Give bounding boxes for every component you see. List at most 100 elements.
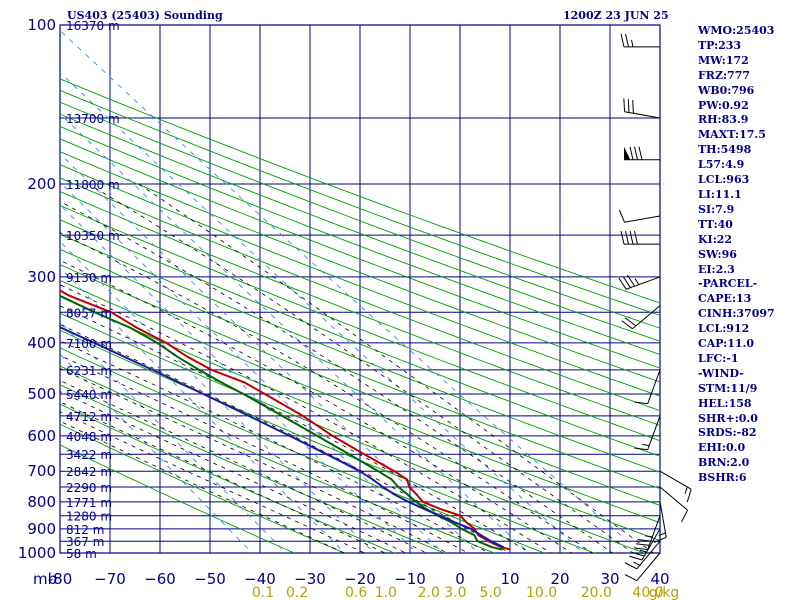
- sounding-time: 1200Z 23 JUN 25: [563, 9, 669, 22]
- sounding-index-item: CINH:37097: [698, 307, 775, 321]
- sounding-index-item: BSHR:6: [698, 471, 747, 485]
- temperature-tick-label: −50: [194, 570, 226, 588]
- pressure-tick-label: 1000: [18, 544, 56, 562]
- wind-barb: [659, 470, 692, 503]
- temperature-tick-label: 40: [650, 570, 669, 588]
- dry-adiabat: [60, 101, 660, 329]
- wind-barb: [618, 274, 661, 290]
- sounding-index-item: LCL:963: [698, 173, 750, 187]
- parcel-profile-line: [60, 326, 504, 549]
- mixing-ratio-line: [60, 240, 376, 553]
- chart-series: [60, 289, 511, 551]
- mixing-ratio-label: 2.0: [418, 585, 440, 600]
- height-label: 7100 m: [66, 337, 112, 351]
- mixing-ratio-label: 0.1: [252, 585, 274, 600]
- height-label: 1771 m: [66, 496, 112, 510]
- moist-adiabat: [60, 411, 366, 553]
- pressure-tick-label: 500: [27, 385, 56, 403]
- dry-adiabat: [60, 205, 660, 442]
- dry-adiabat: [60, 177, 660, 412]
- dry-adiabat: [60, 403, 396, 553]
- height-label: 58 m: [66, 547, 97, 561]
- wind-barb: [620, 230, 660, 245]
- height-label: 5440 m: [66, 388, 112, 402]
- moist-adiabat: [60, 324, 511, 553]
- dry-adiabat: [60, 444, 296, 553]
- mixing-ratio-line: [60, 181, 445, 553]
- mixing-ratio-line: [60, 71, 585, 553]
- temperature-tick-label: −70: [94, 570, 126, 588]
- moist-adiabat: [60, 380, 428, 553]
- sounding-index-item: WB0:796: [698, 83, 755, 97]
- sounding-index-item: SHR+:0.0: [698, 411, 758, 425]
- moist-adiabat: [87, 183, 634, 553]
- mixing-ratio-label: 0.6: [345, 585, 367, 600]
- sounding-index-item: EHI:0.0: [698, 441, 746, 455]
- wind-barb: [629, 528, 661, 561]
- height-label: 4048 m: [66, 430, 112, 444]
- moist-adiabat: [138, 183, 654, 553]
- height-label: 4712 m: [66, 410, 112, 424]
- wind-barb: [634, 369, 661, 405]
- chart-grid: [59, 24, 661, 554]
- sounding-index-item: LFC:-1: [698, 351, 739, 365]
- moist-adiabat: [60, 259, 573, 553]
- mixing-ratio-label: 40.0: [632, 585, 663, 600]
- wind-barb: [634, 415, 661, 451]
- moist-adiabat: [60, 368, 448, 553]
- sounding-index-item: TT:40: [698, 217, 733, 231]
- temperature-tick-label: −20: [344, 570, 376, 588]
- height-label: 2842 m: [66, 465, 112, 479]
- wind-barb: [634, 515, 661, 551]
- dry-adiabat: [60, 151, 660, 383]
- sounding-index-item: -PARCEL-: [698, 277, 758, 291]
- pressure-tick-label: 300: [27, 268, 56, 286]
- temperature-tick-label: 10: [500, 570, 519, 588]
- dry-adiabat: [60, 89, 660, 316]
- wind-barbs: [618, 33, 692, 582]
- mixing-ratio-label: 1.0: [375, 585, 397, 600]
- height-label: 8057 m: [66, 306, 112, 320]
- sounding-index-item: L57:4.9: [698, 158, 745, 172]
- wind-barb: [624, 540, 661, 570]
- height-label: 3422 m: [66, 448, 112, 462]
- moist-adiabat: [60, 305, 531, 553]
- sounding-index-item: TP:233: [698, 38, 742, 52]
- wind-barb: [620, 33, 660, 48]
- temperature-tick-label: −10: [394, 570, 426, 588]
- height-label: 16370 m: [66, 19, 120, 33]
- sounding-indices-panel: WMO:25403 TP:233 MW:172 FRZ:777 WB0:796 PW:0.…: [698, 24, 775, 486]
- sounding-index-item: SW:96: [698, 247, 737, 261]
- dry-adiabat: [60, 296, 660, 541]
- temperature-tick-label: -80: [48, 570, 73, 588]
- wind-barb: [624, 146, 660, 161]
- sounding-index-item: WMO:25403: [698, 24, 775, 37]
- pressure-tick-label: 100: [27, 16, 56, 34]
- dry-adiabat: [60, 233, 660, 473]
- pressure-tick-label: 600: [27, 427, 56, 445]
- moist-adiabat: [60, 401, 387, 553]
- mixing-ratio-line: [60, 267, 346, 553]
- sounding-index-item: LI:11.1: [698, 187, 742, 201]
- sounding-index-item: HEL:158: [698, 396, 752, 410]
- mixing-ratio-line: [60, 153, 480, 553]
- dry-adiabat: [60, 423, 346, 553]
- dewpoint-profile-line: [60, 294, 503, 551]
- height-label: 11800 m: [66, 178, 120, 192]
- dry-adiabat: [60, 264, 660, 506]
- dry-adiabat: [60, 347, 546, 553]
- mixing-ratio-line: [60, 113, 530, 553]
- temperature-profile-line: [60, 289, 511, 551]
- sounding-index-item: BRN:2.0: [698, 456, 750, 470]
- wind-barb: [618, 209, 661, 223]
- mixing-ratio-label: 5.0: [480, 585, 502, 600]
- height-label: 367 m: [66, 535, 104, 549]
- wind-barb: [623, 98, 661, 119]
- wind-barb: [653, 501, 667, 543]
- mixing-ratio-label: 10.0: [526, 585, 557, 600]
- sounding-index-item: SRDS:-82: [698, 426, 757, 440]
- pressure-tick-label: 400: [27, 334, 56, 352]
- mixing-ratio-line: [60, 29, 643, 553]
- dry-adiabat: [60, 138, 660, 369]
